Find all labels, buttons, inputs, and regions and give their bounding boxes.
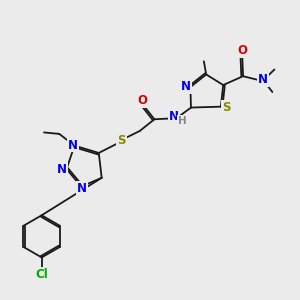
Text: Cl: Cl [35,268,48,281]
Text: N: N [68,139,78,152]
Text: S: S [117,134,126,147]
Text: O: O [237,44,247,57]
Text: H: H [178,116,187,126]
Text: N: N [258,73,268,86]
Text: N: N [181,80,191,93]
Text: N: N [169,110,179,123]
Text: N: N [77,182,87,195]
Text: S: S [222,101,230,114]
Text: N: N [57,163,67,176]
Text: O: O [137,94,147,107]
